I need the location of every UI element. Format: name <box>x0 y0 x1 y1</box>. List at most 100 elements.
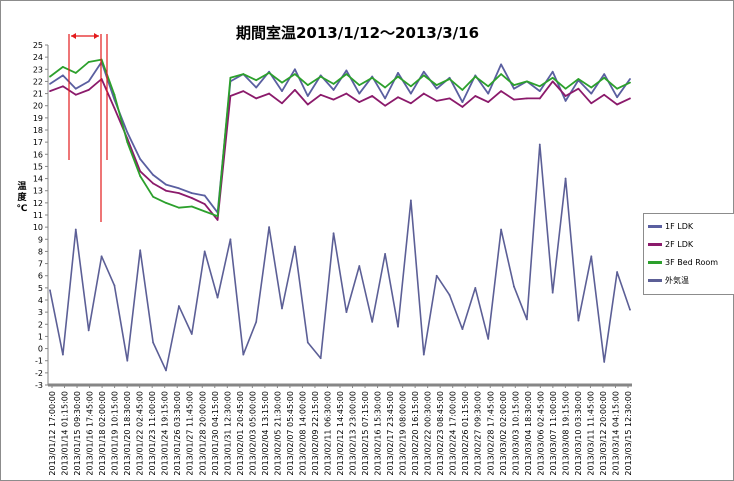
data-point <box>577 78 580 80</box>
x-tick-label: 2013/02/13 23:00:00 <box>349 391 358 476</box>
data-point <box>487 337 490 340</box>
series-line-2f-ldk <box>49 78 631 221</box>
y-tick-label: 1 <box>38 332 43 341</box>
data-point <box>384 86 387 89</box>
y-tick-label: 2 <box>38 320 43 329</box>
y-tick-label: 24 <box>33 53 43 62</box>
data-point <box>384 104 387 107</box>
data-point <box>152 182 155 185</box>
data-point <box>49 289 51 292</box>
data-point <box>293 245 296 248</box>
data-point <box>358 101 361 103</box>
data-point <box>74 87 77 90</box>
x-tick-label: 2013/03/08 19:15:00 <box>561 391 570 476</box>
x-tick-label: 2013/01/16 17:45:00 <box>86 391 95 476</box>
series-line-1f-ldk <box>49 61 631 214</box>
y-tick-label: 6 <box>38 272 43 281</box>
data-point <box>139 175 142 178</box>
data-point <box>409 85 412 88</box>
data-point <box>629 78 631 80</box>
data-point <box>332 82 335 85</box>
data-point <box>152 174 155 176</box>
data-point <box>590 255 593 258</box>
data-point <box>255 97 258 100</box>
data-point <box>306 84 309 86</box>
data-point <box>500 73 503 76</box>
y-tick-label: 0 <box>38 345 43 354</box>
y-tick-label: 22 <box>33 77 43 86</box>
x-tick-label: 2013/02/22 00:30:00 <box>424 391 433 476</box>
x-tick-label: 2013/01/26 03:30:00 <box>173 391 182 476</box>
data-point <box>422 74 425 77</box>
data-point <box>616 87 619 90</box>
x-tick-label: 2013/01/27 11:45:00 <box>186 391 195 476</box>
data-point <box>551 291 554 294</box>
data-point <box>268 92 271 95</box>
x-tick-label: 2013/03/15 12:30:00 <box>624 391 633 476</box>
data-point <box>513 285 515 288</box>
data-point <box>165 183 167 186</box>
x-tick-label: 2013/02/23 08:45:00 <box>436 391 445 476</box>
data-point <box>203 194 206 197</box>
data-point <box>461 106 464 108</box>
data-point <box>306 341 309 344</box>
data-point <box>616 271 619 273</box>
x-tick-label: 2013/03/14 04:15:00 <box>611 391 620 476</box>
data-point <box>564 177 567 180</box>
data-point <box>603 76 606 79</box>
y-tick-label: 3 <box>38 308 43 317</box>
y-axis-label: 温度 ℃ <box>16 182 28 214</box>
y-tick-label: 25 <box>33 41 43 50</box>
data-point <box>293 89 296 91</box>
data-point <box>474 95 477 97</box>
data-point <box>306 103 309 106</box>
data-point <box>177 192 180 195</box>
y-tick-label: 20 <box>33 102 43 111</box>
period-arrow-head <box>71 33 76 39</box>
y-tick-label: 17 <box>33 138 43 147</box>
data-point <box>190 192 193 195</box>
data-point <box>61 353 64 356</box>
data-point <box>409 92 412 95</box>
x-tick-label: 2013/01/30 04:15:00 <box>211 391 220 476</box>
data-point <box>281 102 283 105</box>
data-point <box>474 75 477 78</box>
y-tick-label: 7 <box>38 260 43 269</box>
y-tick-label: 11 <box>33 211 43 220</box>
data-point <box>500 228 503 231</box>
data-point <box>165 201 167 204</box>
y-tick-label: 10 <box>33 223 43 232</box>
data-point <box>61 74 64 77</box>
data-point <box>139 249 142 252</box>
data-point <box>74 93 77 96</box>
data-point <box>242 73 245 76</box>
x-tick-label: 2013/02/15 07:15:00 <box>361 391 370 476</box>
data-point <box>216 218 219 221</box>
x-tick-label: 2013/02/26 01:15:00 <box>461 391 470 476</box>
data-point <box>371 320 374 323</box>
x-tick-label: 2013/02/08 14:00:00 <box>298 391 307 476</box>
data-point <box>332 232 335 235</box>
x-tick-label: 2013/03/11 11:45:00 <box>586 391 595 476</box>
x-tick-label: 2013/02/12 14:45:00 <box>336 391 345 476</box>
data-point <box>190 205 193 208</box>
data-point <box>487 101 490 103</box>
data-point <box>242 90 245 93</box>
x-tick-label: 2013/02/28 17:45:00 <box>486 391 495 476</box>
x-tick-label: 2013/01/28 20:00:00 <box>198 391 207 476</box>
x-tick-label: 2013/01/15 09:30:00 <box>73 391 82 476</box>
x-tick-label: 2013/02/17 23:45:00 <box>386 391 395 476</box>
data-point <box>281 81 283 84</box>
data-point <box>525 80 528 83</box>
data-point <box>422 70 425 73</box>
data-point <box>203 203 206 205</box>
data-point <box>461 328 464 331</box>
data-point <box>165 369 167 372</box>
legend-item-outdoor-temp: 外気温 <box>648 275 689 287</box>
data-point <box>590 86 593 89</box>
x-tick-label: 2013/01/14 01:15:00 <box>61 391 70 476</box>
data-point <box>152 195 155 198</box>
data-point <box>268 72 271 74</box>
legend-swatch <box>648 279 662 282</box>
data-point <box>551 76 554 79</box>
